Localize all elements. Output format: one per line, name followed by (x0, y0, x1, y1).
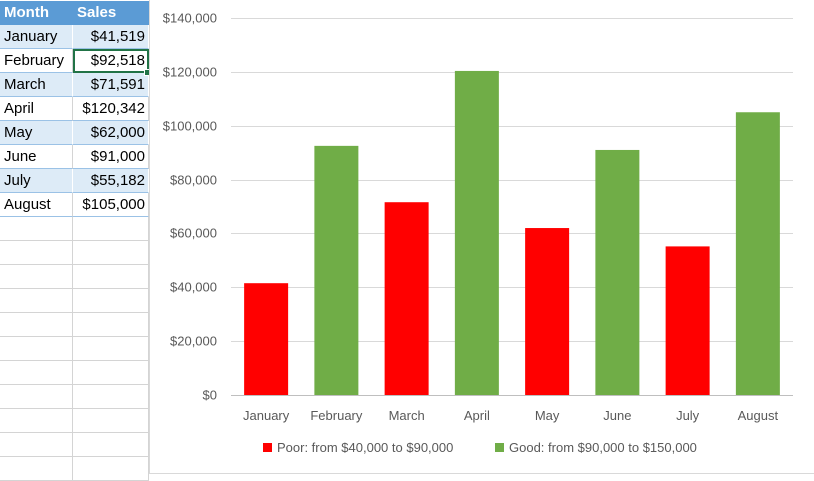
empty-cell[interactable] (0, 241, 73, 265)
y-tick-label: $120,000 (163, 65, 217, 80)
cell-sales[interactable]: $92,518 (73, 49, 149, 73)
y-tick-label: $60,000 (170, 226, 217, 241)
header-month[interactable]: Month (0, 1, 73, 25)
table-row: July $55,182 (0, 169, 149, 193)
empty-cell[interactable] (73, 409, 149, 433)
cell-month[interactable]: March (0, 73, 73, 97)
empty-row (0, 361, 149, 385)
empty-cell[interactable] (0, 265, 73, 289)
y-tick-label: $80,000 (170, 173, 217, 188)
x-tick-label: June (603, 408, 631, 423)
empty-cell[interactable] (73, 433, 149, 457)
empty-cell[interactable] (73, 265, 149, 289)
empty-cell[interactable] (0, 361, 73, 385)
empty-cell[interactable] (73, 241, 149, 265)
bar-february[interactable] (314, 145, 359, 395)
bar-june[interactable] (595, 149, 640, 395)
cell-sales[interactable]: $91,000 (73, 145, 149, 169)
bar-january[interactable] (244, 283, 289, 395)
table-row: February $92,518 (0, 49, 149, 73)
table-row: May $62,000 (0, 121, 149, 145)
legend-item-poor[interactable]: Poor: from $40,000 to $90,000 (263, 440, 453, 455)
sales-chart[interactable]: $0 $20,000 $40,000 $60,000 $80,000 $100,000 $1… (149, 0, 814, 474)
empty-row (0, 289, 149, 313)
chart-legend[interactable]: Poor: from $40,000 to $90,000 Good: from… (150, 440, 814, 456)
bar-july[interactable] (665, 246, 710, 395)
x-tick-label: August (738, 408, 779, 423)
empty-cell[interactable] (73, 361, 149, 385)
empty-row (0, 241, 149, 265)
empty-row (0, 265, 149, 289)
x-tick-label: February (310, 408, 363, 423)
legend-label-poor: Poor: from $40,000 to $90,000 (277, 440, 454, 455)
empty-cell[interactable] (0, 409, 73, 433)
legend-item-good[interactable]: Good: from $90,000 to $150,000 (495, 440, 697, 455)
bar-april[interactable] (454, 70, 499, 395)
x-tick-label: March (389, 408, 425, 423)
bar-march[interactable] (384, 202, 429, 395)
empty-row (0, 313, 149, 337)
legend-swatch-poor (263, 443, 272, 452)
empty-row (0, 217, 149, 241)
y-tick-label: $100,000 (163, 119, 217, 134)
empty-cell[interactable] (73, 337, 149, 361)
cell-month[interactable]: August (0, 193, 73, 217)
cell-month[interactable]: February (0, 49, 73, 73)
empty-cell[interactable] (0, 457, 73, 481)
empty-row (0, 457, 149, 481)
x-tick-label: April (464, 408, 490, 423)
cell-month[interactable]: June (0, 145, 73, 169)
empty-cell[interactable] (73, 385, 149, 409)
legend-label-good: Good: from $90,000 to $150,000 (509, 440, 697, 455)
empty-cell[interactable] (73, 457, 149, 481)
empty-cell[interactable] (73, 217, 149, 241)
cell-month[interactable]: July (0, 169, 73, 193)
spreadsheet: Month Sales August $105,000 July $55,182 Jun… (0, 0, 151, 481)
table-row: March $71,591 (0, 73, 149, 97)
x-tick-label: July (676, 408, 700, 423)
table-row: January $41,519 (0, 25, 149, 49)
empty-cell[interactable] (0, 433, 73, 457)
empty-cell[interactable] (0, 289, 73, 313)
bar-august[interactable] (735, 112, 780, 395)
y-tick-label: $40,000 (170, 280, 217, 295)
table-row: April $120,342 (0, 97, 149, 121)
cell-sales[interactable]: $71,591 (73, 73, 149, 97)
x-tick-label: January (243, 408, 290, 423)
cell-month[interactable]: April (0, 97, 73, 121)
table-row: June $91,000 (0, 145, 149, 169)
cell-month[interactable]: January (0, 25, 73, 49)
x-tick-label: May (535, 408, 560, 423)
empty-cell[interactable] (73, 289, 149, 313)
cell-sales[interactable]: $62,000 (73, 121, 149, 145)
cell-month[interactable]: May (0, 121, 73, 145)
header-row: Month Sales (0, 1, 149, 25)
chart-plot: $0 $20,000 $40,000 $60,000 $80,000 $100,000 $1… (163, 11, 793, 423)
table-row: August $105,000 (0, 193, 149, 217)
bar-may[interactable] (525, 228, 570, 395)
empty-row (0, 409, 149, 433)
empty-row (0, 385, 149, 409)
empty-row (0, 337, 149, 361)
cell-sales[interactable]: $41,519 (73, 25, 149, 49)
y-tick-label: $0 (203, 388, 217, 403)
y-tick-label: $140,000 (163, 11, 217, 26)
cell-sales[interactable]: $105,000 (73, 193, 149, 217)
empty-cell[interactable] (73, 313, 149, 337)
empty-cell[interactable] (0, 385, 73, 409)
cell-sales[interactable]: $120,342 (73, 97, 149, 121)
empty-cell[interactable] (0, 217, 73, 241)
legend-swatch-good (495, 443, 504, 452)
header-sales[interactable]: Sales (73, 1, 149, 25)
y-tick-label: $20,000 (170, 334, 217, 349)
empty-row (0, 433, 149, 457)
cell-sales[interactable]: $55,182 (73, 169, 149, 193)
empty-cell[interactable] (0, 313, 73, 337)
empty-cell[interactable] (0, 337, 73, 361)
